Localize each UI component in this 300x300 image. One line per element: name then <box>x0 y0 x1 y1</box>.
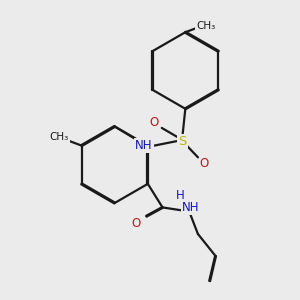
Text: CH₃: CH₃ <box>196 21 216 31</box>
Text: H: H <box>176 188 184 202</box>
Text: NH: NH <box>182 201 199 214</box>
Text: S: S <box>178 135 187 148</box>
Text: O: O <box>131 217 141 230</box>
Text: NH: NH <box>135 139 153 152</box>
Text: CH₃: CH₃ <box>50 132 69 142</box>
Text: O: O <box>150 116 159 128</box>
Text: O: O <box>200 157 209 170</box>
